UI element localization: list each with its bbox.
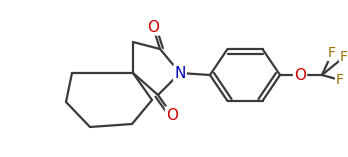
Text: O: O bbox=[147, 19, 159, 35]
Text: F: F bbox=[340, 50, 348, 64]
Text: O: O bbox=[294, 68, 306, 82]
Text: O: O bbox=[166, 108, 178, 122]
Text: F: F bbox=[336, 73, 344, 87]
Text: F: F bbox=[328, 46, 336, 60]
Text: N: N bbox=[174, 65, 186, 81]
